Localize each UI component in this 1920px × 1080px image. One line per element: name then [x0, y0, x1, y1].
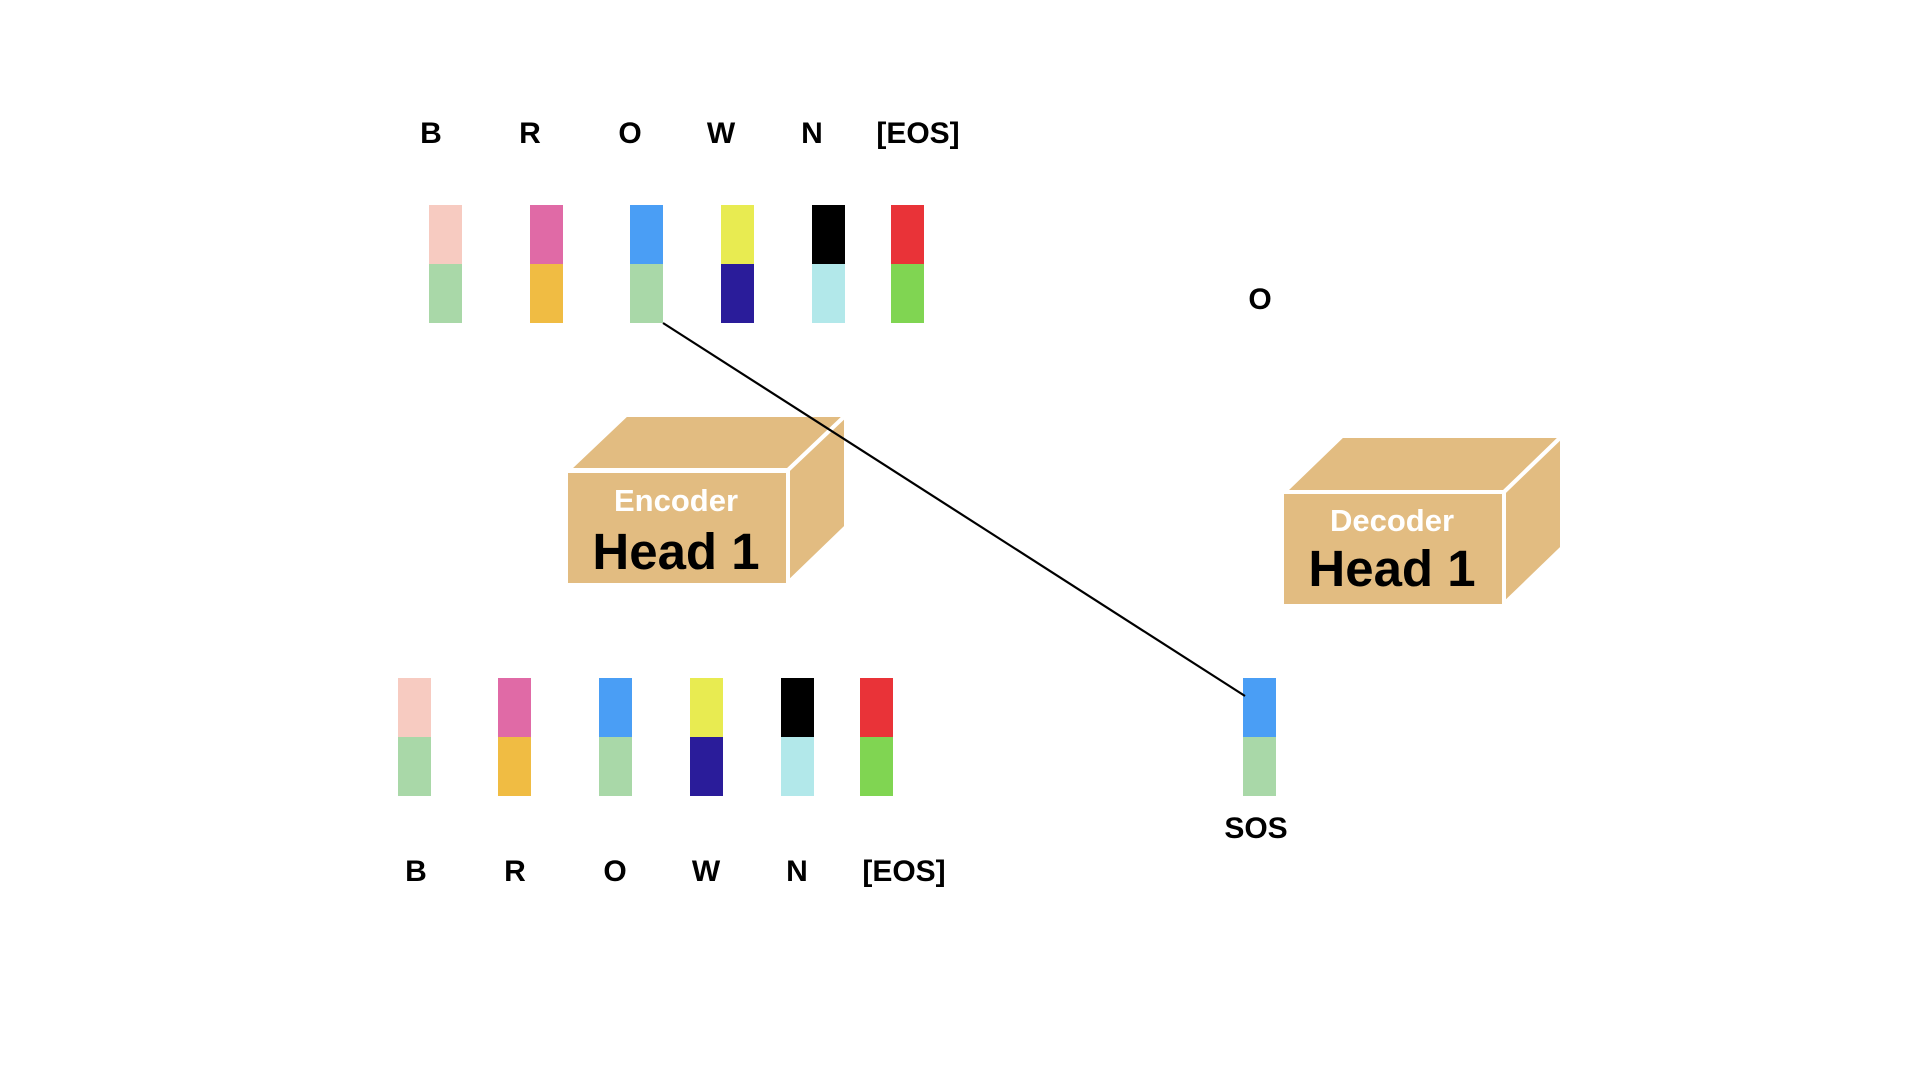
vector-cell-top [599, 678, 632, 737]
encoder-box [564, 413, 848, 587]
top-vector [429, 205, 462, 323]
vector-cell-top [1243, 678, 1276, 737]
bottom-token-label: R [504, 855, 526, 888]
vector-cell-top [498, 678, 531, 737]
bottom-token-label: [EOS] [862, 855, 946, 888]
vector-cell-bottom [1243, 737, 1276, 796]
vector-cell-bottom [630, 264, 663, 323]
top-vector [891, 205, 924, 323]
vector-cell-top [812, 205, 845, 264]
attention-connection-line [662, 322, 1246, 697]
vector-cell-top [891, 205, 924, 264]
bottom-vector [599, 678, 632, 796]
encoder-box-front-face [564, 469, 790, 587]
vector-cell-top [530, 205, 563, 264]
vector-cell-bottom [891, 264, 924, 323]
bottom-vector [860, 678, 893, 796]
decoder-label: Decoder [1329, 503, 1455, 538]
vector-cell-top [721, 205, 754, 264]
bottom-vector [690, 678, 723, 796]
encoder-label: Encoder [613, 483, 739, 518]
bottom-vector [781, 678, 814, 796]
vector-cell-bottom [721, 264, 754, 323]
vector-cell-bottom [429, 264, 462, 323]
bottom-token-label: W [691, 855, 721, 888]
vector-cell-bottom [498, 737, 531, 796]
vector-cell-top [429, 205, 462, 264]
top-token-label: N [801, 117, 823, 150]
top-token-label: [EOS] [876, 117, 960, 150]
decoder-box-front-face [1280, 490, 1506, 608]
top-vector [721, 205, 754, 323]
decoder-input-label: SOS [1224, 812, 1288, 845]
decoder-box [1280, 434, 1564, 608]
decoder-head-label: Head 1 [1308, 540, 1476, 597]
vector-cell-bottom [398, 737, 431, 796]
vector-cell-bottom [599, 737, 632, 796]
decoder-input-vector [1243, 678, 1276, 796]
bottom-vector [398, 678, 431, 796]
vector-cell-bottom [690, 737, 723, 796]
top-vector [812, 205, 845, 323]
bottom-token-label: O [603, 855, 627, 888]
decoder-output-label: O [1248, 283, 1272, 316]
encoder-head-label: Head 1 [592, 523, 760, 580]
vector-cell-top [860, 678, 893, 737]
vector-cell-top [630, 205, 663, 264]
vector-cell-top [398, 678, 431, 737]
top-token-label: R [519, 117, 541, 150]
vector-cell-bottom [781, 737, 814, 796]
bottom-token-label: B [405, 855, 427, 888]
top-token-label: B [420, 117, 442, 150]
vector-cell-bottom [860, 737, 893, 796]
vector-cell-bottom [530, 264, 563, 323]
top-vector [530, 205, 563, 323]
top-token-label: W [706, 117, 736, 150]
vector-cell-top [690, 678, 723, 737]
top-vector [630, 205, 663, 323]
bottom-vector [498, 678, 531, 796]
bottom-token-label: N [786, 855, 808, 888]
vector-cell-bottom [812, 264, 845, 323]
top-token-label: O [618, 117, 642, 150]
vector-cell-top [781, 678, 814, 737]
